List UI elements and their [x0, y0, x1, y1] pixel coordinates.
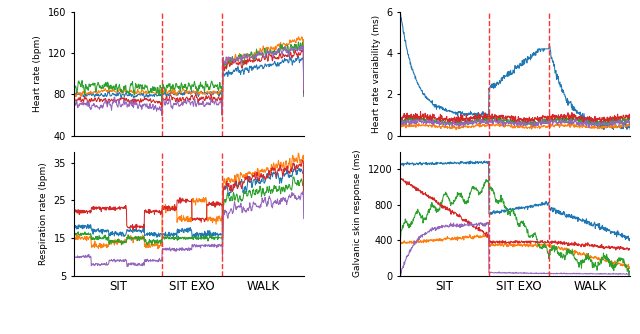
Y-axis label: Heart rate variability (ms): Heart rate variability (ms) [372, 15, 381, 133]
Y-axis label: Respiration rate (bpm): Respiration rate (bpm) [39, 162, 48, 265]
Y-axis label: Galvanic skin response (ms): Galvanic skin response (ms) [353, 150, 362, 278]
Y-axis label: Heart rate (bpm): Heart rate (bpm) [33, 35, 42, 112]
